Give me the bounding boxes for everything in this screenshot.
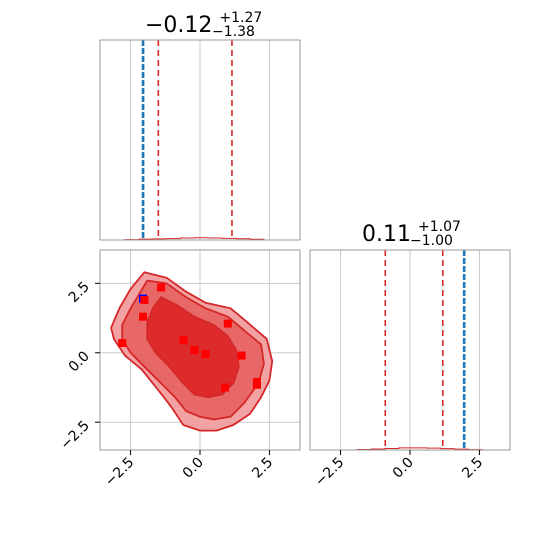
sample-point	[190, 346, 199, 354]
joint-ytick-label: 2.5	[66, 279, 93, 306]
sample-point	[223, 319, 232, 328]
marginal-y-title-minus: −1.00	[410, 233, 453, 249]
sample-point	[237, 351, 246, 360]
sample-point	[139, 312, 148, 321]
histogram-layer	[124, 237, 483, 451]
sample-point	[221, 383, 229, 392]
marginal-x-border	[99, 39, 301, 241]
joint-xtick-label: 0.0	[180, 455, 207, 482]
marginal-x-title: −0.12 +1.27	[145, 10, 262, 38]
sample-point	[201, 350, 210, 359]
joint-ytick-label: 0.0	[66, 348, 93, 375]
marginal-x-title-minus: −1.38	[212, 24, 255, 40]
marginal-y-xtick-label: 0.0	[390, 455, 417, 482]
sample-point	[157, 283, 166, 292]
marginal-y-histogram	[356, 447, 483, 451]
sample-points	[118, 283, 261, 392]
marginal-y-xtick-label: −2.5	[312, 455, 347, 490]
quantile-lines	[141, 40, 466, 450]
sample-point	[179, 336, 188, 345]
sample-point	[118, 339, 127, 348]
joint-ytick-label: −2.5	[57, 418, 92, 453]
marginal-x-histogram	[124, 237, 265, 241]
marginal-y-title: 0.11 +1.07	[362, 219, 461, 247]
sample-point	[140, 296, 149, 304]
joint-xtick-label: −2.5	[102, 455, 137, 490]
sample-point	[252, 380, 261, 389]
joint-xtick-label: 2.5	[249, 455, 276, 482]
marginal-y-xtick-label: 2.5	[459, 455, 486, 482]
